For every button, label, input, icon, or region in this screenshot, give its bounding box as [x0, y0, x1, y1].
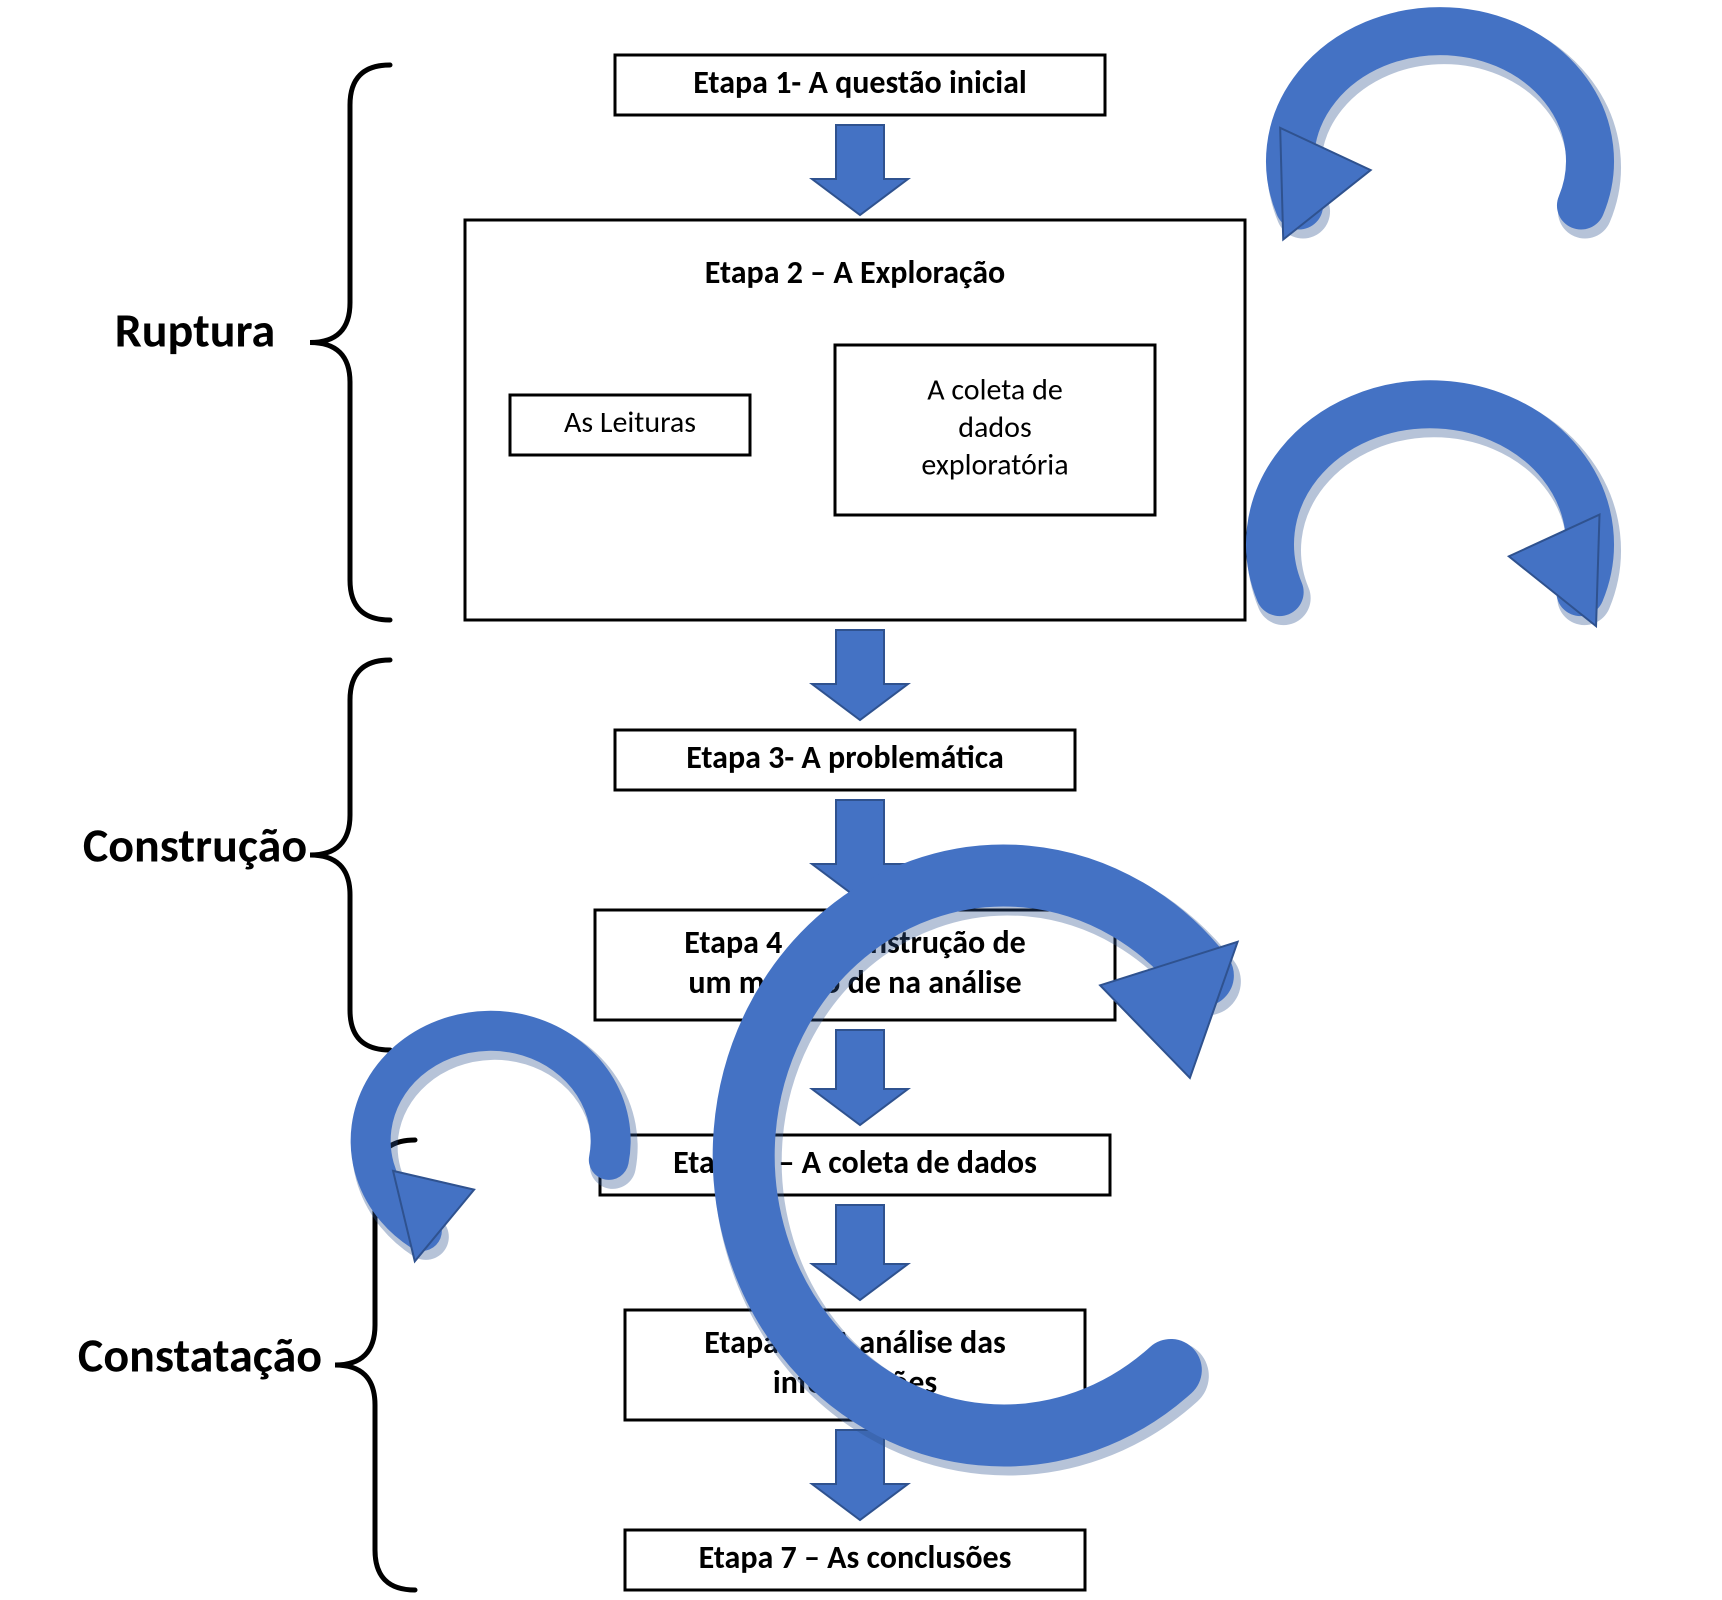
box-label: Etapa 2 – A Exploração: [705, 253, 1005, 292]
box-label: Etapa 3- A problemática: [686, 738, 1004, 777]
brace-icon: [310, 65, 390, 620]
box-etapa7: Etapa 7 – As conclusões: [625, 1530, 1085, 1590]
subbox-label: As Leituras: [564, 404, 696, 441]
subbox-label: A coleta de: [927, 372, 1063, 409]
box-etapa1: Etapa 1- A questão inicial: [615, 55, 1105, 115]
box-etapa5: Etapa 5 – A coleta de dados: [600, 1135, 1110, 1195]
phase-label-construcao: Construção: [83, 816, 307, 875]
curved-arrow-head-icon: [1509, 515, 1600, 627]
box-label: Etapa 1- A questão inicial: [693, 63, 1026, 102]
brace-icon: [310, 660, 390, 1050]
box-etapa2: Etapa 2 – A Exploração As Leituras A colet…: [465, 220, 1245, 620]
down-arrow-icon: [812, 125, 908, 215]
box-label: Etapa 7 – As conclusões: [699, 1538, 1012, 1577]
subbox-label: exploratória: [921, 447, 1068, 484]
phase-label-constatacao: Constatação: [78, 1326, 322, 1385]
subbox-label: dados: [958, 409, 1031, 446]
box-etapa3: Etapa 3- A problemática: [615, 730, 1075, 790]
down-arrow-icon: [812, 1205, 908, 1300]
down-arrow-icon: [812, 1030, 908, 1125]
flowchart-canvas: Etapa 2 – A Exploração As Leituras A colet…: [0, 0, 1722, 1600]
down-arrow-icon: [812, 630, 908, 720]
phase-label-ruptura: Ruptura: [115, 301, 275, 360]
